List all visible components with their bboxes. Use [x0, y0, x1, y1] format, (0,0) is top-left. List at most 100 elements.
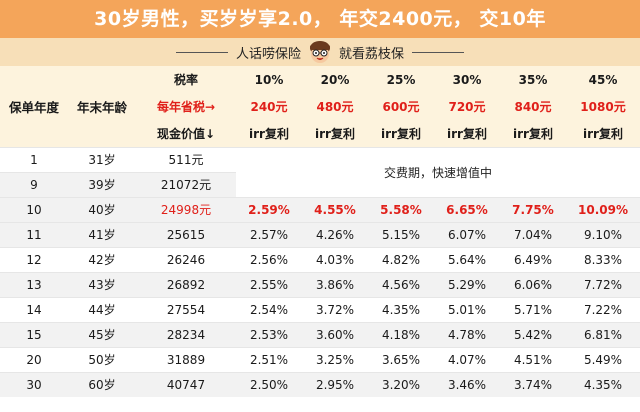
irr-value-cell: 3.65% [368, 346, 434, 372]
irr-value-cell: 4.78% [434, 321, 500, 347]
table-row: 12 42岁 26246 2.56% 4.03% 4.82% 5.64% 6.49% 8.33% [0, 246, 640, 272]
age-cell: 43岁 [68, 271, 136, 297]
tax-saved-cell: 840元 [500, 93, 566, 120]
irr-value-cell: 2.55% [236, 271, 302, 297]
table-row: 15 45岁 28234 2.53% 3.60% 4.18% 4.78% 5.42% 6.81% [0, 321, 640, 347]
cash-value-cell: 26246 [136, 246, 236, 272]
tax-rate-cell: 20% [302, 66, 368, 93]
irr-value-cell: 9.10% [566, 221, 640, 247]
irr-value-cell: 5.42% [500, 321, 566, 347]
cash-value-cell: 24998元 [136, 196, 236, 222]
irr-value-cell: 2.54% [236, 296, 302, 322]
cash-value-cell: 511元 [136, 146, 236, 172]
irr-label-cell: irr复利 [566, 120, 640, 147]
policy-year-cell: 30 [0, 371, 68, 397]
tax-rate-cell: 45% [566, 66, 640, 93]
irr-value-cell: 4.82% [368, 246, 434, 272]
age-cell: 42岁 [68, 246, 136, 272]
irr-value-cell: 2.50% [236, 371, 302, 397]
mascot-avatar-icon [310, 41, 330, 63]
header-row-tax-saved: 每年省税→ 240元 480元 600元 720元 840元 1080元 [0, 93, 640, 120]
age-cell: 41岁 [68, 221, 136, 247]
tax-saved-cell: 480元 [302, 93, 368, 120]
tax-saved-cell: 600元 [368, 93, 434, 120]
irr-value-cell: 5.71% [500, 296, 566, 322]
table-row: 9 39岁 21072元 [0, 171, 640, 197]
policy-year-cell: 20 [0, 346, 68, 372]
subtitle-bar: 人话唠保险 就看荔枝保 [0, 38, 640, 66]
age-cell: 31岁 [68, 146, 136, 172]
irr-value-cell: 7.04% [500, 221, 566, 247]
irr-value-cell: 3.25% [302, 346, 368, 372]
age-cell: 60岁 [68, 371, 136, 397]
irr-value-cell: 3.86% [302, 271, 368, 297]
irr-value-cell: 2.53% [236, 321, 302, 347]
irr-value-cell: 3.74% [500, 371, 566, 397]
age-cell: 44岁 [68, 296, 136, 322]
header-cash-value-label: 现金价值↓ [136, 120, 236, 147]
header-policy-year: 保单年度 [0, 66, 68, 147]
cash-value-cell: 21072元 [136, 171, 236, 197]
header-tax-saved-label: 每年省税→ [136, 93, 236, 120]
irr-value-cell: 4.03% [302, 246, 368, 272]
irr-value-cell: 4.18% [368, 321, 434, 347]
table-row: 11 41岁 25615 2.57% 4.26% 5.15% 6.07% 7.04% 9.10% [0, 221, 640, 247]
irr-value-cell: 7.75% [500, 196, 566, 222]
irr-value-cell: 3.20% [368, 371, 434, 397]
policy-year-cell: 10 [0, 196, 68, 222]
irr-value-cell: 2.57% [236, 221, 302, 247]
table-row: 10 40岁 24998元 2.59% 4.55% 5.58% 6.65% 7.75% 10.0… [0, 196, 640, 222]
age-cell: 39岁 [68, 171, 136, 197]
tax-rate-cell: 25% [368, 66, 434, 93]
irr-value-cell: 6.06% [500, 271, 566, 297]
policy-year-cell: 1 [0, 146, 68, 172]
page-title: 30岁男性，买岁岁享2.0， 年交2400元， 交10年 [0, 0, 640, 38]
irr-value-cell: 4.56% [368, 271, 434, 297]
tax-saved-cell: 1080元 [566, 93, 640, 120]
header-row-irr: 现金价值↓ irr复利 irr复利 irr复利 irr复利 irr复利 irr复… [0, 120, 640, 147]
table-row: 14 44岁 27554 2.54% 3.72% 4.35% 5.01% 5.71% 7.22% [0, 296, 640, 322]
tax-rate-cell: 30% [434, 66, 500, 93]
irr-label-cell: irr复利 [368, 120, 434, 147]
irr-value-cell: 6.65% [434, 196, 500, 222]
table-row: 20 50岁 31889 2.51% 3.25% 3.65% 4.07% 4.51% 5.49% [0, 346, 640, 372]
irr-value-cell: 4.51% [500, 346, 566, 372]
irr-value-cell: 7.72% [566, 271, 640, 297]
policy-year-cell: 12 [0, 246, 68, 272]
irr-value-cell: 3.46% [434, 371, 500, 397]
irr-value-cell: 5.58% [368, 196, 434, 222]
cash-value-cell: 27554 [136, 296, 236, 322]
header-row-tax-rate: 保单年度 年末年龄 税率 10% 20% 25% 30% 35% 45% [0, 66, 640, 147]
table-row: 13 43岁 26892 2.55% 3.86% 4.56% 5.29% 6.06% 7.72% [0, 271, 640, 297]
irr-table: 保单年度 年末年龄 税率 10% 20% 25% 30% 35% 45% 每年省… [0, 66, 640, 397]
policy-year-cell: 15 [0, 321, 68, 347]
irr-value-cell: 2.51% [236, 346, 302, 372]
header-tax-rate-label: 税率 [136, 66, 236, 93]
tax-rate-cell: 35% [500, 66, 566, 93]
tax-saved-cell: 240元 [236, 93, 302, 120]
irr-label-cell: irr复利 [434, 120, 500, 147]
irr-value-cell: 3.72% [302, 296, 368, 322]
policy-year-cell: 9 [0, 171, 68, 197]
merged-note-cell: 交费期，快速增值中 [236, 146, 640, 197]
cash-value-cell: 28234 [136, 321, 236, 347]
irr-value-cell: 5.64% [434, 246, 500, 272]
age-cell: 50岁 [68, 346, 136, 372]
policy-year-cell: 14 [0, 296, 68, 322]
policy-year-cell: 11 [0, 221, 68, 247]
irr-value-cell: 4.26% [302, 221, 368, 247]
irr-value-cell: 8.33% [566, 246, 640, 272]
irr-value-cell: 6.49% [500, 246, 566, 272]
irr-value-cell: 2.56% [236, 246, 302, 272]
cash-value-cell: 31889 [136, 346, 236, 372]
irr-label-cell: irr复利 [302, 120, 368, 147]
irr-value-cell: 6.07% [434, 221, 500, 247]
age-cell: 40岁 [68, 196, 136, 222]
irr-value-cell: 5.29% [434, 271, 500, 297]
brand-slogan-right: 就看荔枝保 [339, 46, 405, 62]
irr-value-cell: 2.59% [236, 196, 302, 222]
header-age: 年末年龄 [68, 66, 136, 147]
cash-value-cell: 40747 [136, 371, 236, 397]
irr-label-cell: irr复利 [236, 120, 302, 147]
cash-value-cell: 26892 [136, 271, 236, 297]
